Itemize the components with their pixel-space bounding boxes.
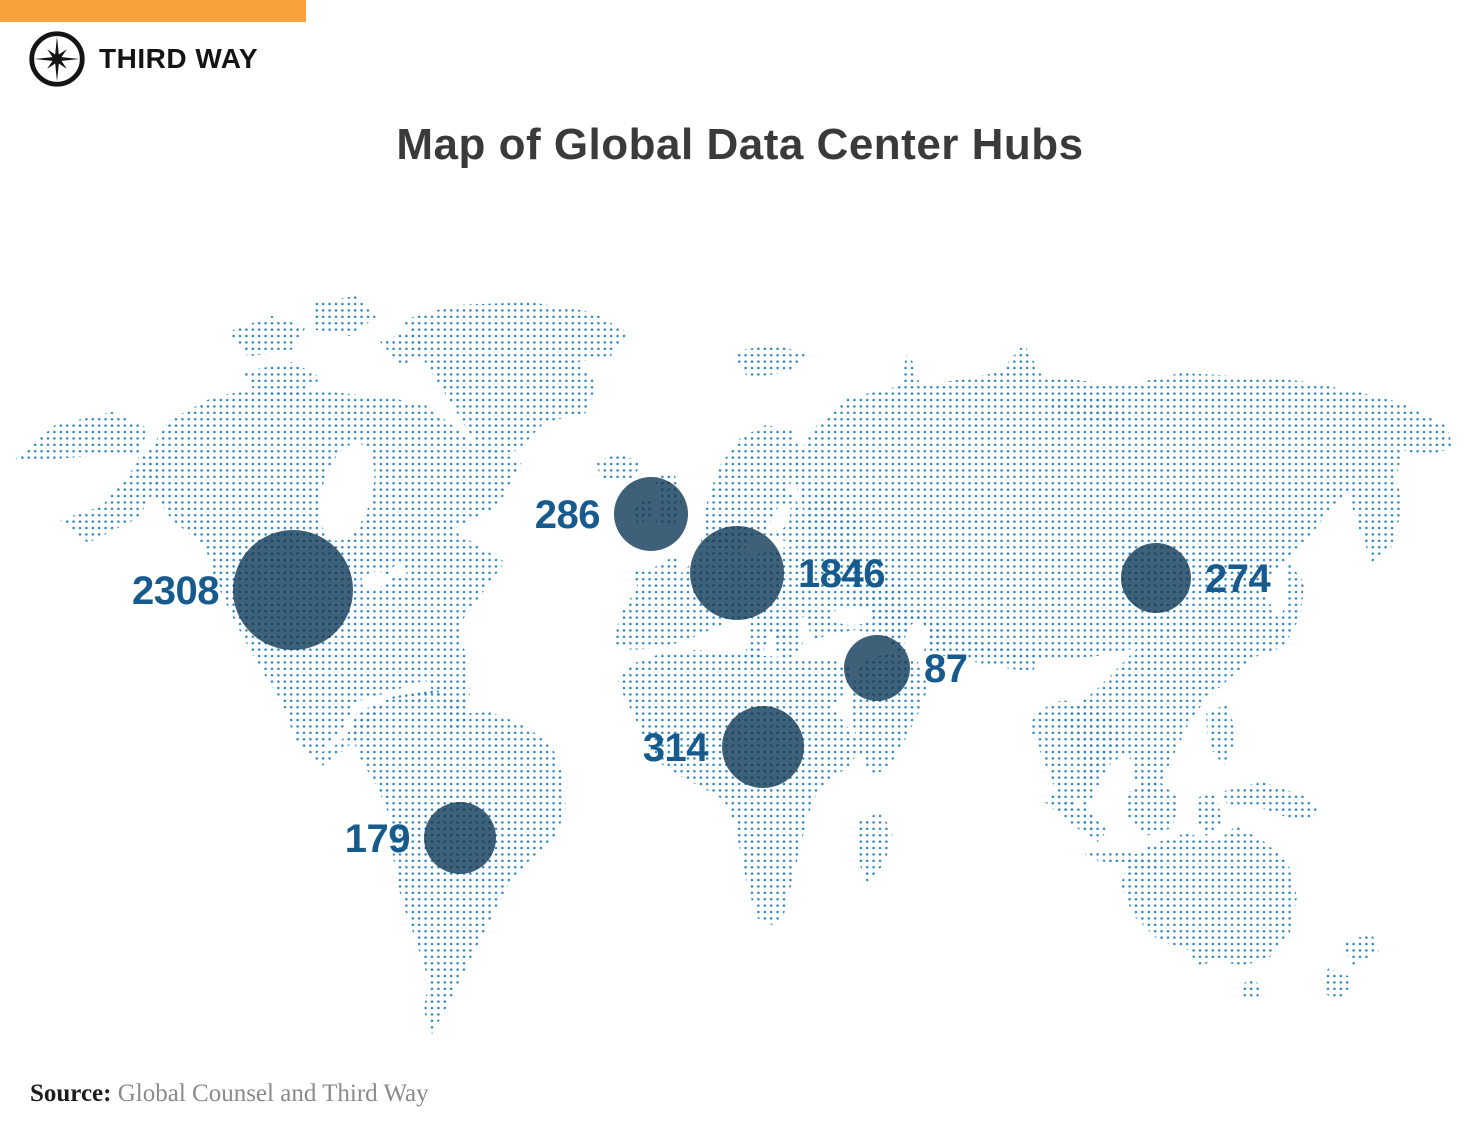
compass-star-icon <box>29 31 85 87</box>
inland-seas <box>319 443 928 659</box>
source-text: Global Counsel and Third Way <box>117 1080 429 1107</box>
bubble-value-label: 87 <box>924 647 968 691</box>
brand-accent-bar <box>0 0 306 22</box>
brand-lockup: THIRD WAY <box>28 30 258 88</box>
source-label: Source: <box>30 1080 112 1107</box>
brand-name: THIRD WAY <box>99 43 259 74</box>
dotted-land-layer <box>12 296 1453 1034</box>
bubble-value-label: 179 <box>345 817 410 861</box>
page-title: Map of Global Data Center Hubs <box>396 120 1084 169</box>
bubble-value-labels: 2308 286 1846 274 87 314 179 <box>132 493 1272 861</box>
bubble-value-label: 2308 <box>132 569 219 613</box>
source-attribution: Source: Global Counsel and Third Way <box>30 1080 429 1108</box>
bubble-value-label: 1846 <box>798 552 885 596</box>
bubble-value-label: 286 <box>535 493 600 537</box>
bubble-value-label: 274 <box>1205 557 1271 601</box>
bubble-value-label: 314 <box>643 726 709 770</box>
